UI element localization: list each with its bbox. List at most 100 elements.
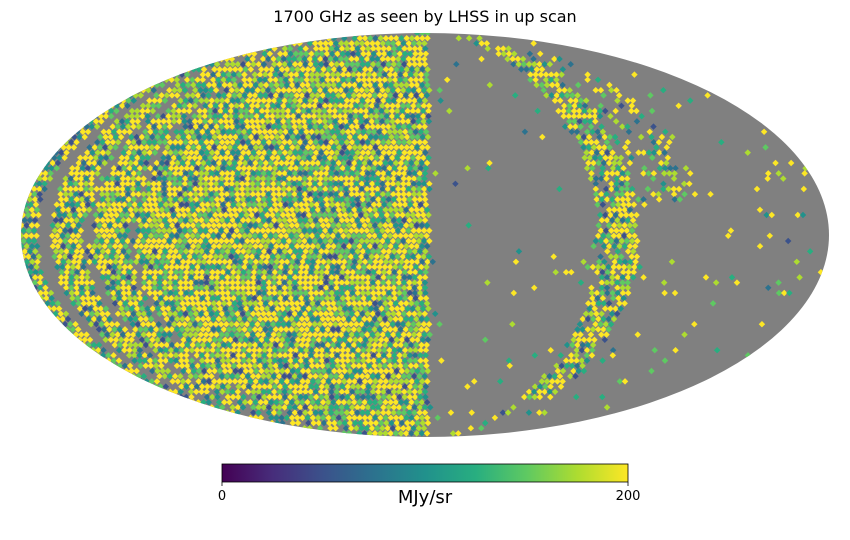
sky-pixel bbox=[260, 60, 268, 68]
sky-pixel bbox=[628, 185, 636, 193]
sky-pixel bbox=[338, 190, 345, 198]
sky-pixel bbox=[360, 128, 367, 136]
sky-pixel bbox=[633, 211, 640, 219]
sky-pixel bbox=[316, 102, 324, 110]
sky-pixel bbox=[576, 112, 583, 120]
sky-pixel bbox=[93, 185, 100, 193]
sky-pixel bbox=[371, 71, 378, 78]
sky-pixel bbox=[113, 107, 120, 115]
sky-pixel bbox=[419, 34, 426, 42]
sky-pixel bbox=[177, 216, 184, 224]
sky-pixel bbox=[171, 175, 179, 182]
sky-pixel bbox=[389, 102, 396, 110]
sky-pixel bbox=[344, 149, 351, 156]
sky-pixel bbox=[108, 180, 116, 188]
sky-pixel bbox=[165, 118, 173, 125]
sky-pixel bbox=[405, 40, 413, 47]
sky-pixel bbox=[218, 190, 225, 198]
sky-pixel bbox=[182, 138, 189, 146]
sky-pixel bbox=[170, 211, 178, 219]
sky-pixel bbox=[253, 154, 261, 162]
sky-pixel bbox=[615, 164, 622, 172]
sky-pixel bbox=[658, 133, 666, 141]
sky-pixel bbox=[289, 66, 296, 73]
sky-pixel bbox=[137, 92, 145, 99]
sky-pixel bbox=[240, 149, 247, 156]
sky-pixel bbox=[394, 102, 402, 110]
sky-pixel bbox=[366, 92, 373, 99]
sky-pixel bbox=[272, 76, 279, 84]
sky-pixel bbox=[264, 86, 272, 94]
sky-pixel bbox=[160, 180, 168, 188]
sky-pixel bbox=[267, 71, 274, 78]
sky-pixel bbox=[232, 107, 240, 115]
sky-pixel bbox=[325, 66, 333, 73]
sky-pixel bbox=[170, 107, 177, 115]
sky-pixel bbox=[277, 76, 285, 84]
sky-pixel bbox=[604, 149, 611, 156]
sky-pixel bbox=[394, 180, 402, 188]
sky-pixel bbox=[126, 201, 133, 208]
sky-pixel bbox=[174, 206, 181, 214]
sky-pixel bbox=[386, 50, 393, 58]
sky-pixel bbox=[628, 102, 636, 110]
sky-pixel bbox=[760, 128, 768, 136]
sky-pixel bbox=[308, 50, 315, 58]
sky-pixel bbox=[273, 206, 280, 214]
sky-pixel bbox=[213, 97, 221, 104]
sky-pixel bbox=[306, 40, 314, 47]
sky-pixel bbox=[336, 133, 343, 141]
sky-pixel bbox=[127, 159, 134, 167]
sky-pixel bbox=[265, 216, 273, 224]
sky-pixel bbox=[273, 144, 280, 151]
sky-pixel bbox=[271, 216, 278, 224]
sky-pixel bbox=[538, 81, 546, 89]
sky-pixel bbox=[334, 128, 341, 136]
sky-pixel bbox=[368, 211, 375, 219]
sky-pixel bbox=[135, 138, 143, 146]
sky-pixel bbox=[314, 206, 322, 214]
sky-pixel bbox=[280, 180, 288, 188]
sky-pixel bbox=[409, 154, 417, 162]
sky-pixel bbox=[238, 107, 245, 115]
sky-pixel bbox=[229, 123, 236, 130]
sky-pixel bbox=[422, 50, 430, 58]
sky-pixel bbox=[147, 201, 154, 208]
sky-pixel bbox=[800, 185, 808, 193]
sky-pixel bbox=[332, 86, 339, 94]
sky-pixel bbox=[182, 123, 189, 130]
sky-pixel bbox=[236, 206, 244, 214]
sky-pixel bbox=[384, 102, 391, 110]
sky-pixel bbox=[399, 118, 407, 125]
sky-pixel bbox=[207, 118, 214, 125]
sky-pixel bbox=[266, 128, 274, 136]
sky-pixel bbox=[219, 149, 226, 156]
sky-pixel bbox=[200, 144, 208, 151]
sky-pixel bbox=[227, 154, 235, 162]
sky-pixel bbox=[301, 55, 308, 63]
sky-pixel bbox=[263, 133, 270, 141]
sky-pixel bbox=[167, 170, 174, 177]
sky-pixel bbox=[358, 185, 366, 193]
sky-pixel bbox=[33, 222, 41, 229]
sky-pixel bbox=[370, 128, 378, 136]
sky-pixel bbox=[539, 133, 546, 141]
sky-pixel bbox=[419, 133, 426, 141]
sky-pixel bbox=[337, 185, 345, 193]
sky-pixel bbox=[317, 123, 324, 130]
sky-pixel bbox=[366, 71, 373, 78]
sky-pixel bbox=[295, 154, 302, 162]
sky-pixel bbox=[186, 102, 194, 110]
sky-pixel bbox=[296, 190, 303, 198]
sky-pixel bbox=[239, 175, 246, 182]
sky-pixel bbox=[347, 154, 354, 162]
sky-pixel bbox=[157, 128, 165, 136]
sky-pixel bbox=[387, 34, 395, 42]
sky-pixel bbox=[296, 175, 303, 182]
sky-pixel bbox=[216, 81, 223, 89]
sky-pixel bbox=[618, 180, 626, 188]
sky-pixel bbox=[322, 138, 330, 146]
sky-pixel bbox=[292, 149, 299, 156]
sky-pixel bbox=[127, 144, 135, 151]
sky-pixel bbox=[287, 76, 295, 84]
